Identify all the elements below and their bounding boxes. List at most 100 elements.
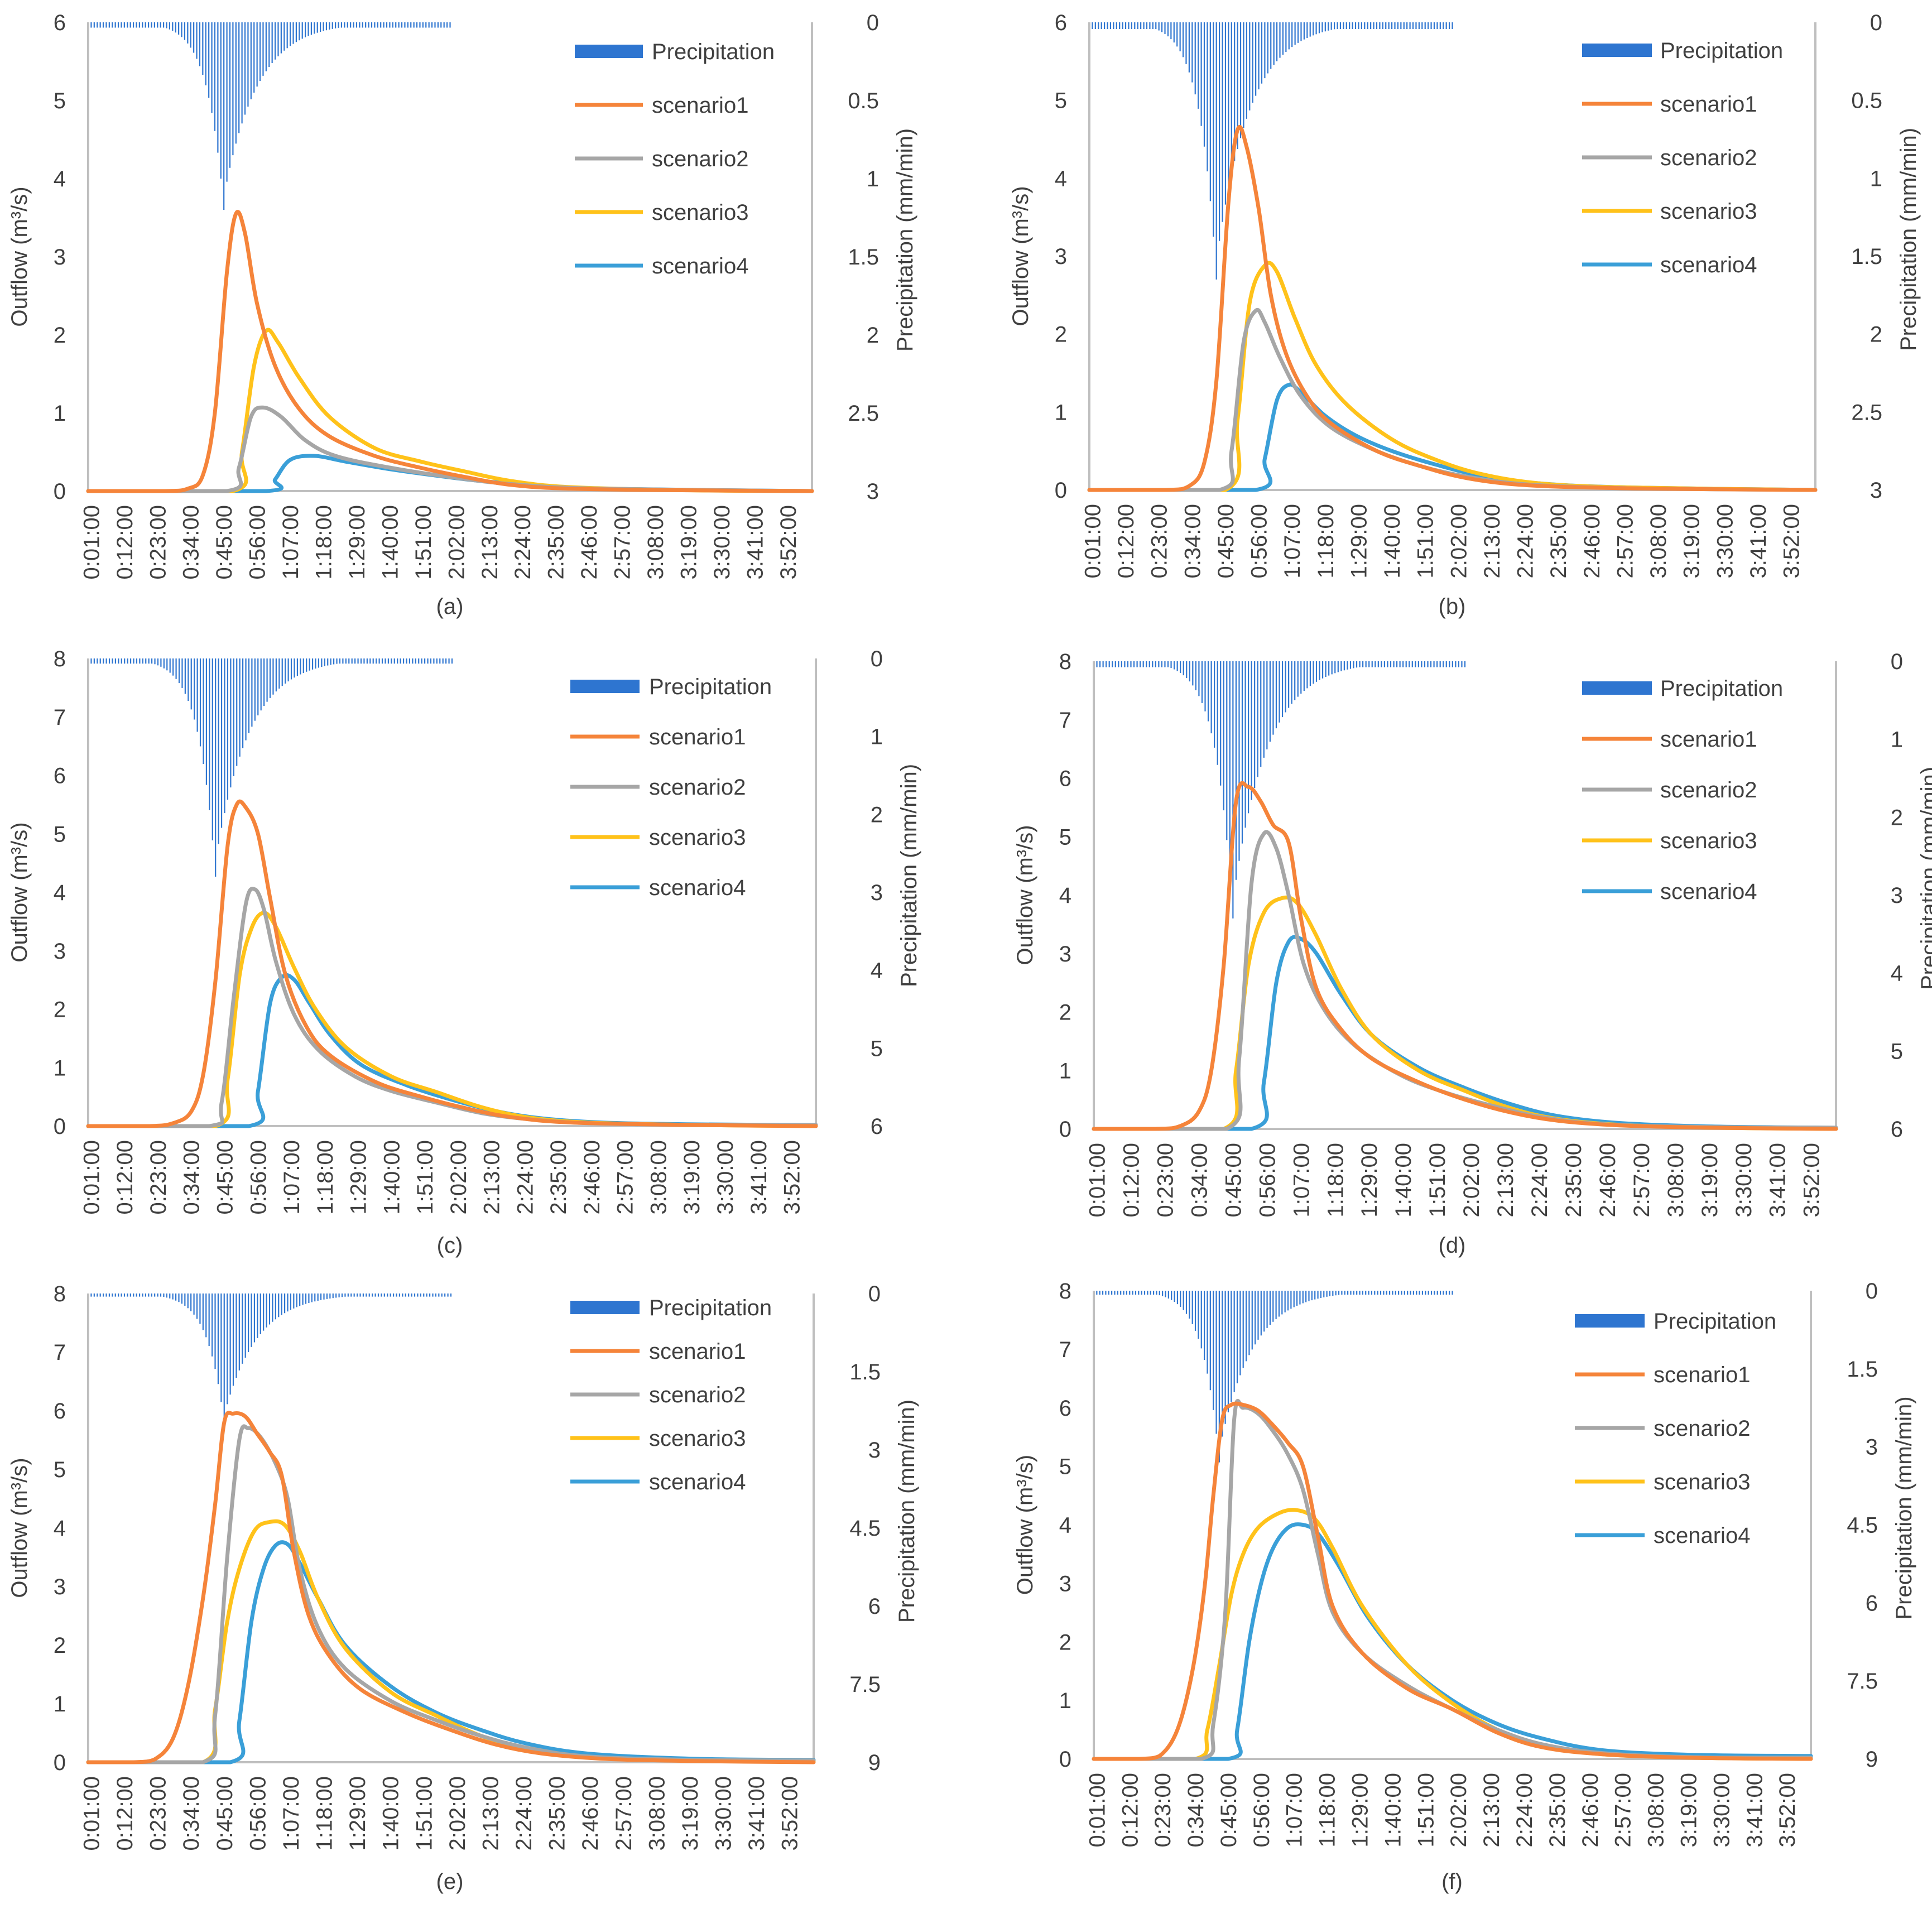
y-tick-label: 5 (1055, 89, 1067, 113)
y-tick-label: 3 (1059, 942, 1071, 966)
y-axis-label: Outflow (m³/s) (7, 822, 32, 962)
x-tick-label: 0:01:00 (79, 1140, 104, 1214)
x-tick-label: 1:51:00 (1414, 504, 1438, 578)
panel-label: (b) (1439, 594, 1466, 619)
y-tick-label: 3 (54, 939, 66, 964)
y2-tick-label: 0.5 (848, 89, 879, 113)
x-tick-label: 0:12:00 (1114, 504, 1138, 578)
y-tick-label: 6 (54, 764, 66, 788)
x-tick-label: 1:29:00 (345, 1776, 370, 1850)
y2-tick-label: 9 (868, 1751, 881, 1775)
y2-tick-label: 1.5 (849, 1360, 881, 1384)
y2-tick-label: 2 (871, 802, 883, 827)
x-tick-label: 1:07:00 (280, 1140, 304, 1214)
x-tick-label: 3:52:00 (1800, 1143, 1824, 1217)
y2-tick-label: 1 (1891, 728, 1903, 752)
x-tick-label: 1:29:00 (1347, 504, 1371, 578)
y-tick-label: 2 (1059, 1630, 1071, 1655)
legend: Precipitation scenario1 scenario2 scenario3… (575, 40, 775, 278)
y-axis-label: Outflow (m³/s) (1013, 825, 1037, 965)
y-tick-label: 2 (54, 1633, 66, 1658)
x-tick-label: 1:07:00 (278, 505, 303, 579)
y2-tick-label: 2.5 (1851, 400, 1882, 425)
x-tick-label: 3:41:00 (1742, 1773, 1767, 1847)
x-tick-label: 3:30:00 (1713, 504, 1737, 578)
y-tick-label: 5 (54, 89, 66, 113)
x-tick-label: 0:56:00 (1255, 1143, 1280, 1217)
y-tick-label: 8 (54, 647, 66, 671)
x-tick-label: 0:34:00 (1184, 1773, 1208, 1847)
x-tick-label: 1:18:00 (312, 505, 337, 579)
x-tick-label: 3:41:00 (743, 505, 767, 579)
x-tick-label: 2:57:00 (612, 1776, 636, 1850)
x-tick-label: 2:46:00 (1595, 1143, 1620, 1217)
panel-c: 0 1 2 3 4 5 6 7 8 0 1 2 3 4 5 6 Outflow (m³/s) Precipitat… (7, 647, 921, 1258)
x-tick-label: 1:18:00 (1314, 504, 1338, 578)
y-tick-label: 6 (1059, 767, 1071, 791)
y-tick-label: 0 (54, 1114, 66, 1139)
x-tick-label: 2:13:00 (478, 505, 502, 579)
y-tick-label: 7 (1059, 1338, 1071, 1362)
y2-tick-label: 5 (871, 1036, 883, 1061)
x-tick-label: 3:30:00 (710, 505, 734, 579)
x-tick-label: 3:08:00 (1664, 1143, 1688, 1217)
y-axis-label: Outflow (m³/s) (1013, 1455, 1037, 1595)
y-tick-label: 3 (54, 245, 66, 270)
x-tick-label: 3:19:00 (678, 1776, 703, 1850)
y2-tick-label: 9 (1866, 1747, 1878, 1772)
series-line-scenario2 (1092, 1398, 1813, 1761)
x-tick-label: 3:19:00 (1676, 1773, 1701, 1847)
x-tick-label: 1:40:00 (379, 1140, 404, 1214)
x-tick-label: 3:52:00 (1775, 1773, 1800, 1847)
y2-tick-label: 3 (868, 1438, 881, 1463)
precipitation-bars (90, 1293, 452, 1424)
y-tick-label: 7 (1059, 708, 1071, 733)
x-tick-label: 3:52:00 (776, 505, 801, 579)
x-tick-label: 0:12:00 (1119, 1143, 1144, 1217)
x-tick-label: 1:51:00 (1425, 1143, 1450, 1217)
x-tick-label: 3:08:00 (645, 1776, 669, 1850)
legend-label: Precipitation (1654, 1309, 1776, 1334)
x-tick-label: 0:01:00 (79, 1776, 104, 1850)
series-line-scenario4 (1092, 1522, 1813, 1761)
y-tick-label: 5 (54, 822, 66, 847)
panel-label: (a) (436, 594, 464, 619)
x-tick-label: 3:19:00 (676, 505, 701, 579)
x-tick-label: 3:41:00 (744, 1776, 769, 1850)
x-tick-label: 0:45:00 (213, 1776, 237, 1850)
y2-tick-label: 3 (867, 479, 879, 504)
y-tick-label: 3 (1055, 244, 1067, 269)
legend: Precipitation scenario1 scenario2 scenario3… (570, 1296, 772, 1494)
legend-swatch-precipitation (575, 45, 643, 58)
y-tick-label: 6 (1059, 1396, 1071, 1421)
y-tick-label: 3 (1059, 1571, 1071, 1596)
panel-label: (f) (1441, 1869, 1463, 1894)
legend: Precipitation scenario1 scenario2 scenario3… (1575, 1309, 1776, 1548)
x-tick-label: 0:56:00 (246, 505, 270, 579)
x-tick-label: 0:12:00 (113, 505, 137, 579)
y2-tick-label: 4 (871, 959, 883, 983)
x-tick-label: 1:18:00 (313, 1776, 337, 1850)
y-tick-label: 1 (54, 1692, 66, 1716)
x-tick-label: 3:30:00 (1732, 1143, 1756, 1217)
series-line-scenario1 (1087, 124, 1818, 492)
legend-label: scenario3 (649, 1426, 746, 1451)
precipitation-bars (90, 658, 453, 877)
x-tick-label: 3:19:00 (680, 1140, 704, 1214)
x-tick-label: 2:35:00 (1546, 504, 1571, 578)
x-tick-label: 1:40:00 (378, 505, 402, 579)
precipitation-bars (1096, 1291, 1453, 1463)
x-tick-label: 1:07:00 (1289, 1143, 1314, 1217)
panel-d: 0 1 2 3 4 5 6 7 8 0 1 2 3 4 5 6 Outflow (m³/s) Precipitat… (1013, 650, 1932, 1258)
x-tick-label: 0:01:00 (1080, 504, 1105, 578)
y-tick-label: 2 (54, 998, 66, 1022)
x-tick-label: 0:45:00 (212, 505, 237, 579)
legend-label: Precipitation (1660, 39, 1783, 63)
x-tick-label: 3:52:00 (778, 1776, 802, 1850)
x-tick-label: 2:02:00 (1446, 504, 1471, 578)
y2-tick-label: 3 (1866, 1435, 1878, 1460)
y2-tick-label: 6 (1891, 1117, 1903, 1142)
x-tick-label: 2:13:00 (480, 1140, 504, 1214)
y-tick-label: 6 (54, 11, 66, 35)
y2-tick-label: 1 (867, 167, 879, 191)
